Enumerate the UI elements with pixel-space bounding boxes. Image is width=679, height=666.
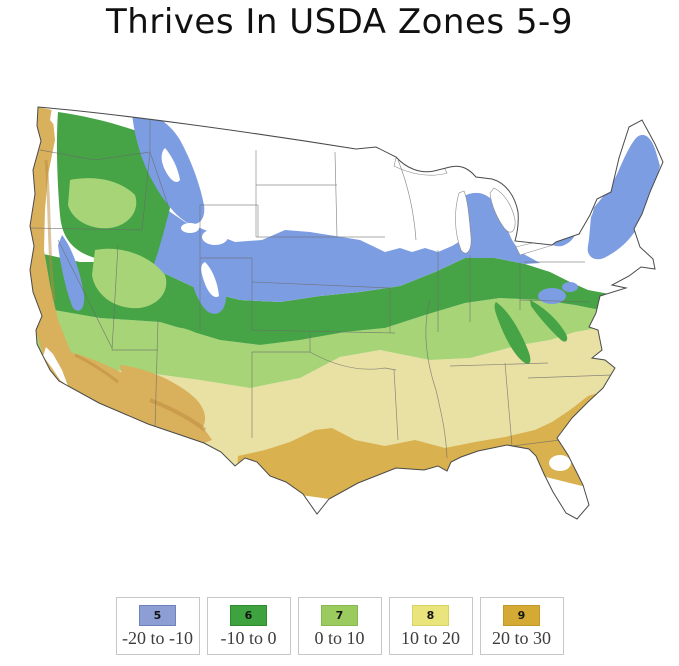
legend-item-zone-7: 7 0 to 10 [297,597,382,655]
zone10-white-cutouts [301,455,590,519]
appalachian-green-finger [494,300,568,364]
zone5-region [140,182,540,302]
high-peaks-white [161,148,228,298]
new-england-white-patch [572,172,594,223]
legend-item-zone-6: 6 -10 to 0 [206,597,291,655]
terrain-relief-streaks [44,159,207,432]
legend-zone-number: 8 [426,609,435,622]
legend-item-zone-8: 8 10 to 20 [388,597,473,655]
legend-range-label: -10 to 0 [220,628,277,648]
page-title: Thrives In USDA Zones 5-9 [106,2,573,42]
legend-range-label: 0 to 10 [314,628,365,648]
legend-range-label: -20 to -10 [122,628,193,648]
great-basin-lightgreen [68,178,212,372]
west-region-mosaic [30,107,228,443]
legend-zone-number: 7 [335,609,344,622]
zone6-region [30,248,663,345]
legend-item-zone-5: 5 -20 to -10 [115,597,200,655]
legend-zone-number: 6 [244,609,253,622]
legend-swatch-zone-6: 6 [230,605,267,626]
legend-item-zone-9: 9 20 to 30 [479,597,564,655]
puget-sound [50,108,57,126]
legend-zone-number: 9 [517,609,526,622]
legend-swatch-zone-5: 5 [139,605,176,626]
socal-coast-white [43,347,68,386]
legend: 5 -20 to -10 6 -10 to 0 7 0 to 10 8 10 t… [0,597,679,655]
legend-swatch-zone-8: 8 [412,605,449,626]
lake-michigan [455,190,472,254]
legend-zone-number: 5 [153,609,162,622]
legend-range-label: 10 to 20 [400,628,460,648]
legend-swatch-zone-9: 9 [503,605,540,626]
state-borders [30,118,613,459]
lake-huron [489,187,516,233]
us-outline [29,106,664,520]
legend-range-label: 20 to 30 [491,628,551,648]
legend-swatch-zone-7: 7 [321,605,358,626]
